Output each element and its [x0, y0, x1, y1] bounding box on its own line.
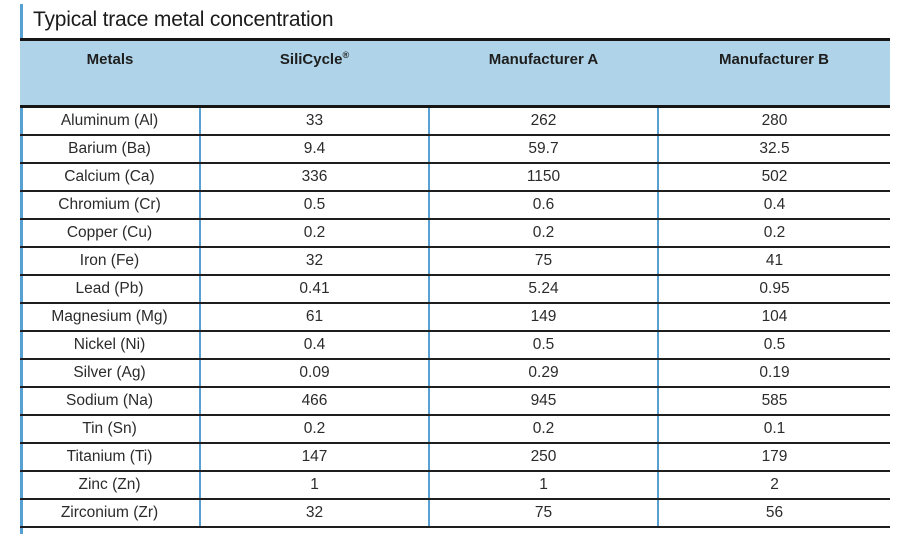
manufacturer-b-value-cell: 2	[657, 471, 890, 500]
column-header-label: Manufacturer A	[488, 51, 599, 68]
silicycle-value-cell: 9.4	[199, 135, 429, 164]
table-row: Titanium (Ti) 147 250 179	[20, 443, 890, 472]
table-header-row: Metals SiliCycle® Manufacturer A Manufactur…	[20, 39, 890, 108]
trace-metal-concentration-table: Metals SiliCycle® Manufacturer A Manufactur…	[20, 38, 890, 528]
manufacturer-b-value-cell: 0.19	[657, 359, 890, 388]
table-row: Sodium (Na) 466 945 585	[20, 387, 890, 416]
silicycle-value-cell: 33	[199, 106, 429, 136]
column-header-label: Metals	[86, 51, 134, 68]
manufacturer-a-value-cell: 0.6	[428, 191, 658, 220]
table-row: Copper (Cu) 0.2 0.2 0.2	[20, 219, 890, 248]
manufacturer-b-value-cell: 502	[657, 163, 890, 192]
manufacturer-a-value-cell: 0.2	[428, 415, 658, 444]
manufacturer-a-value-cell: 5.24	[428, 275, 658, 304]
column-header-label: Manufacturer B	[718, 51, 830, 68]
manufacturer-a-value-cell: 0.29	[428, 359, 658, 388]
metal-name-cell: Barium (Ba)	[20, 135, 200, 164]
silicycle-value-cell: 466	[199, 387, 429, 416]
metal-name-cell: Aluminum (Al)	[20, 106, 200, 136]
table-row: Zinc (Zn) 1 1 2	[20, 471, 890, 500]
table-row: Chromium (Cr) 0.5 0.6 0.4	[20, 191, 890, 220]
table-row: Barium (Ba) 9.4 59.7 32.5	[20, 135, 890, 164]
table-row: Lead (Pb) 0.41 5.24 0.95	[20, 275, 890, 304]
table-row: Silver (Ag) 0.09 0.29 0.19	[20, 359, 890, 388]
metal-name-cell: Copper (Cu)	[20, 219, 200, 248]
table-row: Calcium (Ca) 336 1150 502	[20, 163, 890, 192]
manufacturer-b-value-cell: 0.95	[657, 275, 890, 304]
metal-name-cell: Chromium (Cr)	[20, 191, 200, 220]
silicycle-value-cell: 0.4	[199, 331, 429, 360]
column-header: SiliCycle®	[200, 39, 429, 108]
metal-name-cell: Zirconium (Zr)	[20, 499, 200, 528]
metal-name-cell: Nickel (Ni)	[20, 331, 200, 360]
manufacturer-a-value-cell: 250	[428, 443, 658, 472]
metal-name-cell: Magnesium (Mg)	[20, 303, 200, 332]
manufacturer-b-value-cell: 104	[657, 303, 890, 332]
silicycle-value-cell: 61	[199, 303, 429, 332]
manufacturer-b-value-cell: 0.2	[657, 219, 890, 248]
metal-name-cell: Titanium (Ti)	[20, 443, 200, 472]
manufacturer-a-value-cell: 0.2	[428, 219, 658, 248]
manufacturer-b-value-cell: 585	[657, 387, 890, 416]
table-row: Aluminum (Al) 33 262 280	[20, 106, 890, 136]
table-body: Aluminum (Al) 33 262 280 Barium (Ba) 9.4 59.7 3…	[20, 106, 890, 528]
manufacturer-b-value-cell: 0.5	[657, 331, 890, 360]
manufacturer-a-value-cell: 1150	[428, 163, 658, 192]
manufacturer-a-value-cell: 149	[428, 303, 658, 332]
manufacturer-b-value-cell: 280	[657, 106, 890, 136]
registered-mark: ®	[342, 50, 350, 60]
manufacturer-a-value-cell: 1	[428, 471, 658, 500]
silicycle-value-cell: 0.5	[199, 191, 429, 220]
trace-metal-table: Metals SiliCycle® Manufacturer A Manufactur…	[20, 38, 890, 528]
manufacturer-a-value-cell: 262	[428, 106, 658, 136]
manufacturer-b-value-cell: 179	[657, 443, 890, 472]
page-title: Typical trace metal concentration	[33, 8, 334, 31]
table-row: Zirconium (Zr) 32 75 56	[20, 499, 890, 528]
metal-name-cell: Silver (Ag)	[20, 359, 200, 388]
manufacturer-b-value-cell: 41	[657, 247, 890, 276]
metal-name-cell: Iron (Fe)	[20, 247, 200, 276]
manufacturer-a-value-cell: 945	[428, 387, 658, 416]
manufacturer-a-value-cell: 75	[428, 499, 658, 528]
column-header-label: SiliCycle	[279, 51, 343, 68]
silicycle-value-cell: 336	[199, 163, 429, 192]
table-row: Tin (Sn) 0.2 0.2 0.1	[20, 415, 890, 444]
metal-name-cell: Calcium (Ca)	[20, 163, 200, 192]
silicycle-value-cell: 0.41	[199, 275, 429, 304]
table-row: Magnesium (Mg) 61 149 104	[20, 303, 890, 332]
manufacturer-b-value-cell: 56	[657, 499, 890, 528]
manufacturer-b-value-cell: 0.4	[657, 191, 890, 220]
manufacturer-b-value-cell: 0.1	[657, 415, 890, 444]
manufacturer-a-value-cell: 0.5	[428, 331, 658, 360]
silicycle-value-cell: 147	[199, 443, 429, 472]
metal-name-cell: Sodium (Na)	[20, 387, 200, 416]
metal-name-cell: Tin (Sn)	[20, 415, 200, 444]
table-row: Iron (Fe) 32 75 41	[20, 247, 890, 276]
silicycle-value-cell: 32	[199, 499, 429, 528]
metal-name-cell: Lead (Pb)	[20, 275, 200, 304]
silicycle-value-cell: 32	[199, 247, 429, 276]
column-header: Manufacturer B	[658, 39, 890, 108]
silicycle-value-cell: 1	[199, 471, 429, 500]
silicycle-value-cell: 0.2	[199, 415, 429, 444]
column-header: Metals	[20, 39, 200, 108]
table-row: Nickel (Ni) 0.4 0.5 0.5	[20, 331, 890, 360]
manufacturer-a-value-cell: 75	[428, 247, 658, 276]
metal-name-cell: Zinc (Zn)	[20, 471, 200, 500]
silicycle-value-cell: 0.09	[199, 359, 429, 388]
column-header: Manufacturer A	[429, 39, 658, 108]
silicycle-value-cell: 0.2	[199, 219, 429, 248]
manufacturer-b-value-cell: 32.5	[657, 135, 890, 164]
manufacturer-a-value-cell: 59.7	[428, 135, 658, 164]
